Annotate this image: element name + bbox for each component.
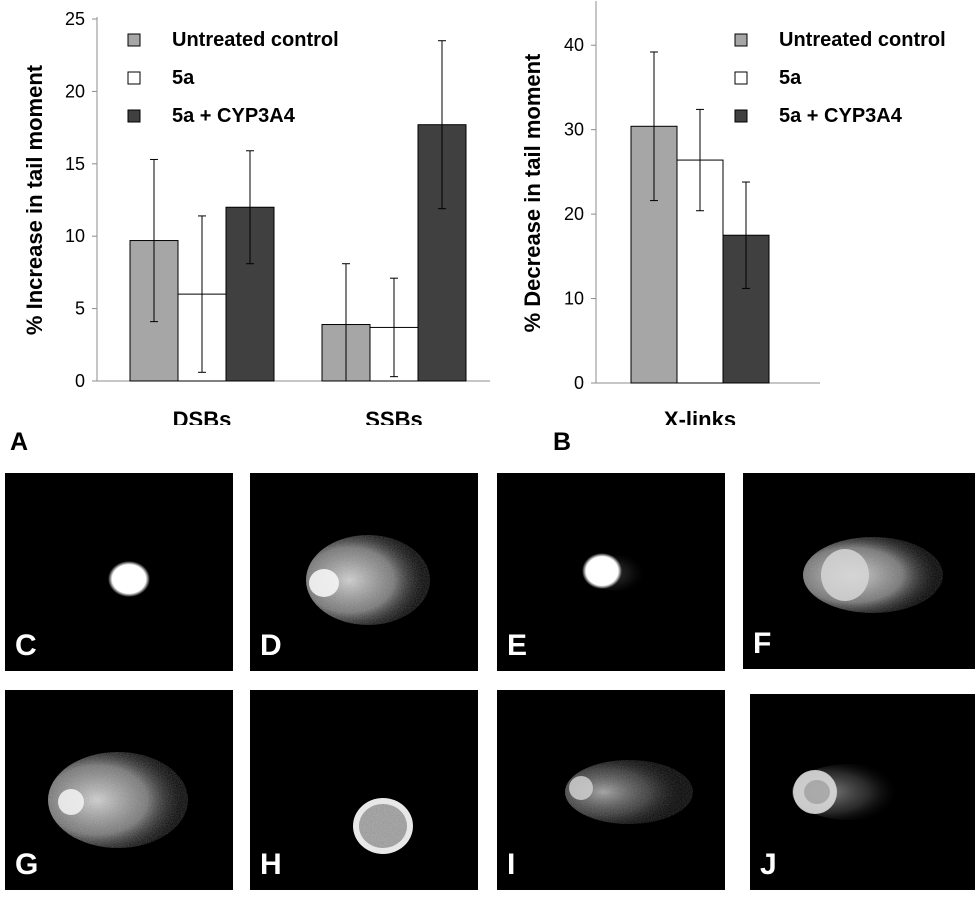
comet-head [569,776,593,800]
chart-a-y-tick-label: 25 [65,9,85,29]
comet-head [582,553,622,589]
chart-a-y-tick-label: 10 [65,226,85,246]
chart-a-legend-label: Untreated control [172,29,339,51]
comet-image-f: F [743,473,975,669]
comet-e-graphic [582,553,651,591]
comet-g-graphic [48,752,188,848]
chart-a-y-axis-label: % Increase in tail moment [22,64,47,335]
chart-a-legend-label: 5a + CYP3A4 [172,105,296,127]
panel-letter-b: B [553,428,572,456]
comet-head [58,789,84,815]
chart-a-legend-swatch [127,109,141,123]
panel-label-g: G [15,848,39,881]
comet-image-i: I [497,690,725,890]
comet-head [309,569,339,597]
comet-image-g: G [5,690,233,890]
chart-b-legend-label: 5a [779,67,802,89]
chart-a-category-label: SSBs [365,407,422,425]
chart-b-y-tick-label: 40 [564,35,584,55]
comet-d-graphic [306,535,430,625]
chart-a-legend-swatch [127,71,141,85]
chart-b-legend-swatch [734,109,748,123]
chart-b-legend-swatch [734,71,748,85]
chart-b-category-label: X-links [664,407,736,425]
chart-b-legend-label: 5a + CYP3A4 [779,105,903,127]
panel-label-j: J [760,848,777,881]
comet-image-j: J [750,694,975,890]
comet-image-d: D [250,473,478,671]
comet-image-e: E [497,473,725,671]
chart-b-y-tick-label: 10 [564,289,584,309]
chart-a-y-tick-label: 15 [65,154,85,174]
comet-f-graphic [803,537,943,613]
comet-head [821,549,869,601]
chart-b-y-tick-label: 0 [574,373,584,393]
panel-label-f: F [753,627,772,660]
comet-image-c: C [5,473,233,671]
chart-a-y-tick-label: 5 [75,299,85,319]
chart-b-y-axis-label: % Decrease in tail moment [520,53,545,332]
chart-b-y-tick-label: 30 [564,120,584,140]
chart-b: 0 10 20 30 40 % Decrease in tail moment X-link… [520,1,946,425]
comet-h-graphic [353,798,413,854]
chart-b-legend-label: Untreated control [779,29,946,51]
chart-b-legend-swatch [734,33,748,47]
panel-label-i: I [507,848,516,881]
panel-label-e: E [507,629,528,662]
panel-label-d: D [260,629,282,662]
comet-j-graphic [792,764,908,820]
panel-letter-a: A [10,428,29,456]
chart-a: 0 5 10 15 20 25 % Increase in tail moment DSBs S… [22,9,490,425]
comet-head [108,561,150,597]
chart-a-legend-swatch [127,33,141,47]
chart-b-y-tick-label: 20 [564,204,584,224]
chart-a-y-tick-label: 20 [65,81,85,101]
panel-label-c: C [15,629,37,662]
panel-label-h: H [260,848,282,881]
comet-image-h: H [250,690,478,890]
chart-a-category-label: DSBs [173,407,232,425]
chart-a-legend-label: 5a [172,67,195,89]
comet-i-graphic [565,760,693,824]
chart-a-y-tick-label: 0 [75,371,85,391]
comet-c-graphic [108,561,150,597]
